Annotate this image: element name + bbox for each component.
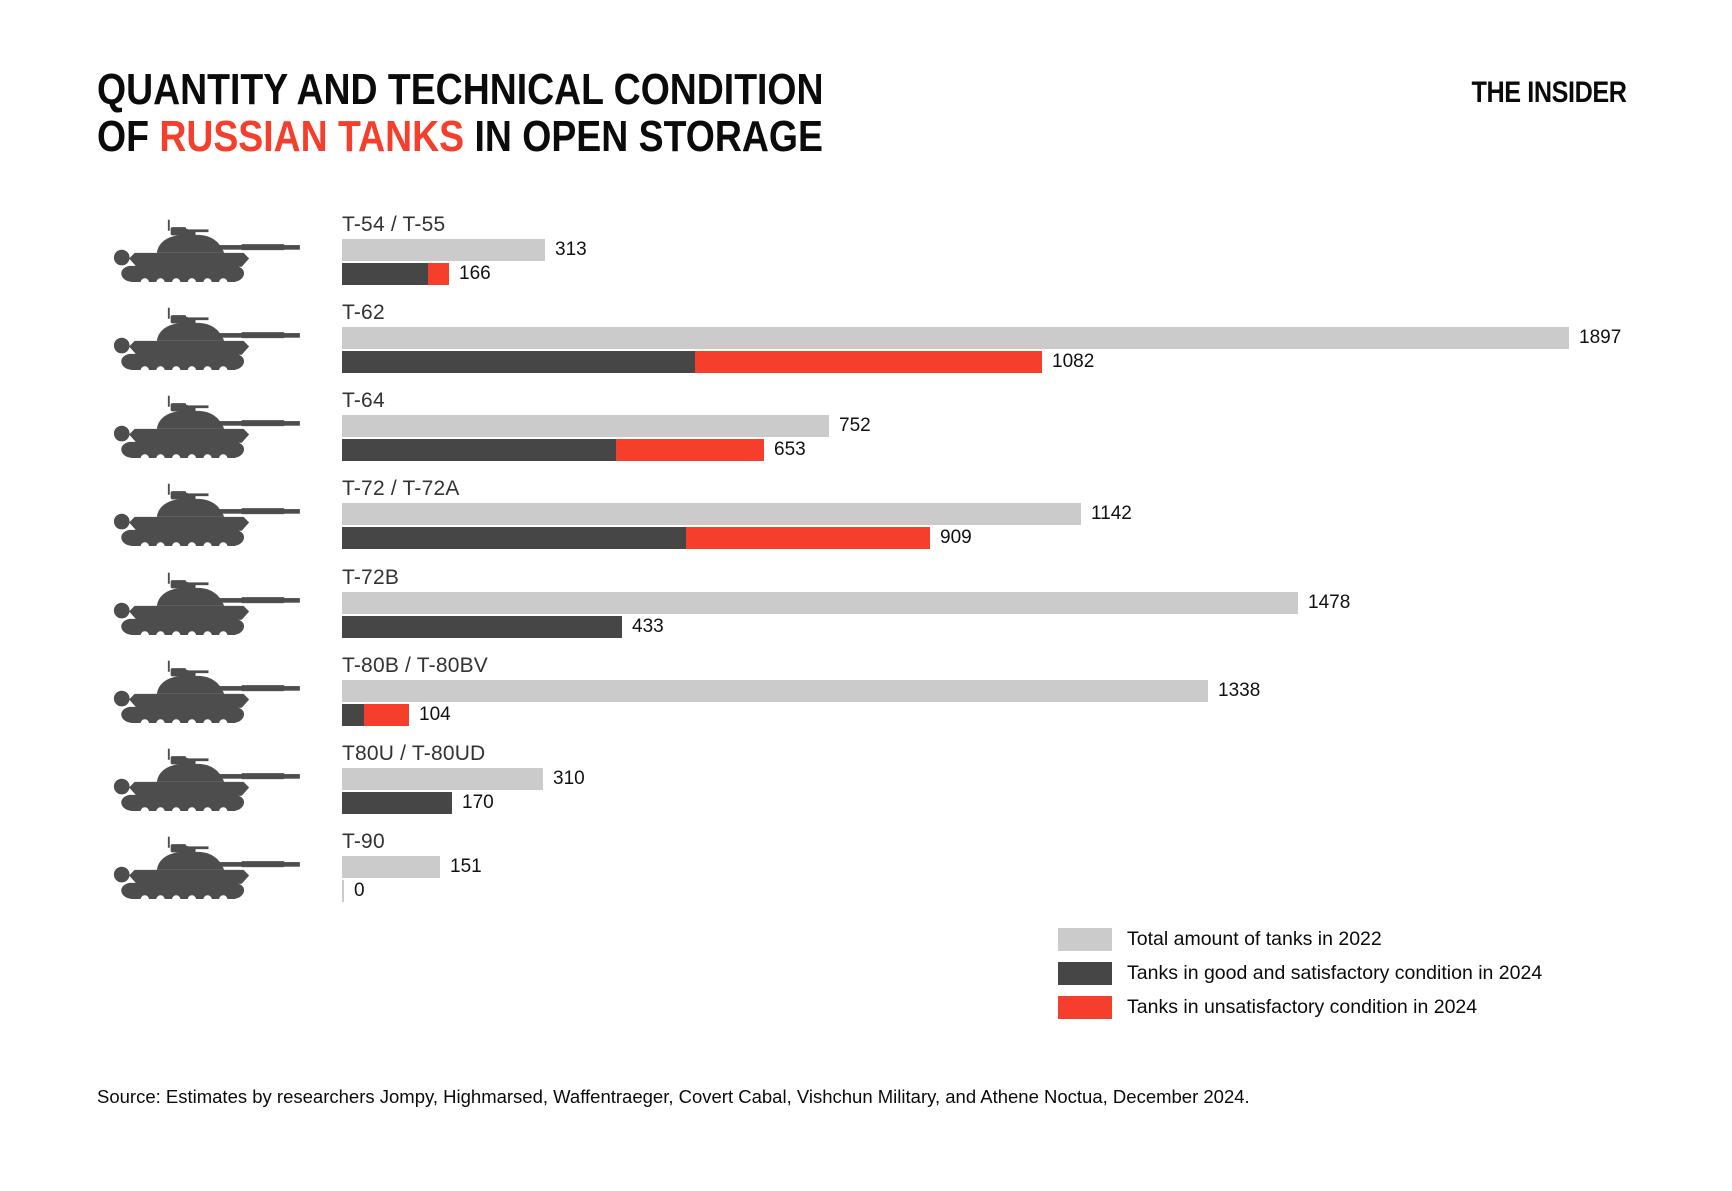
chart-row-t-90: T-90 151 0	[0, 830, 1732, 906]
bar-value-2022: 1338	[1218, 680, 1261, 701]
chart-row-t-80b-t-80bv: T-80B / T-80BV 1338 104	[0, 654, 1732, 730]
bar-value-2024: 0	[354, 880, 365, 901]
tank-icon-t-54-t-55	[95, 216, 310, 288]
legend-swatch-red	[1058, 996, 1112, 1019]
bar-good-2024	[342, 351, 695, 373]
tank-name-label: T80U / T-80UD	[342, 742, 486, 765]
bar-total-2022	[342, 239, 545, 261]
bar-value-2024: 170	[462, 792, 494, 813]
bar-value-2022: 1142	[1091, 503, 1132, 524]
bar-total-2022	[342, 680, 1208, 702]
chart-row-t-64: T-64 752 653	[0, 389, 1732, 465]
tank-icon-t-80b-t-80bv	[95, 657, 310, 729]
bar-value-2024: 433	[632, 616, 664, 637]
tank-icon-t-90	[95, 833, 310, 905]
tank-icon-t-62	[95, 304, 310, 376]
bar-total-2022	[342, 592, 1298, 614]
bar-value-2022: 151	[450, 856, 482, 877]
legend-item-good-2024: Tanks in good and satisfactory condition…	[1058, 962, 1542, 985]
bar-value-2024: 166	[459, 263, 491, 284]
title-highlight: RUSSIAN TANKS	[159, 112, 465, 161]
tank-name-label: T-54 / T-55	[342, 213, 446, 236]
tank-name-label: T-72B	[342, 566, 400, 589]
tank-icon-t-64	[95, 392, 310, 464]
bar-value-2022: 1478	[1308, 592, 1351, 613]
the-insider-logo: THE INSIDER	[1471, 76, 1627, 109]
chart-legend: Total amount of tanks in 2022 Tanks in g…	[1058, 928, 1542, 1030]
title-line-2: OF RUSSIAN TANKS IN OPEN STORAGE	[97, 112, 823, 161]
bar-total-2022	[342, 503, 1081, 525]
bar-value-2024: 1082	[1052, 351, 1095, 372]
bar-value-2022: 313	[555, 239, 587, 260]
chart-row-t80u-t-80ud: T80U / T-80UD 310 170	[0, 742, 1732, 818]
legend-swatch-gray	[1058, 928, 1112, 951]
bar-value-2022: 752	[839, 415, 871, 436]
bar-value-2022: 310	[553, 768, 585, 789]
bar-total-2022	[342, 768, 543, 790]
bar-good-2024	[342, 439, 616, 461]
tank-name-label: T-80B / T-80BV	[342, 654, 488, 677]
bar-zero-2024	[342, 880, 344, 902]
tank-name-label: T-62	[342, 301, 385, 324]
chart-row-t-72-t-72a: T-72 / T-72A 1142 909	[0, 477, 1732, 553]
bar-total-2022	[342, 327, 1569, 349]
bar-bad-2024	[695, 351, 1042, 373]
bar-good-2024	[342, 792, 452, 814]
legend-label: Tanks in unsatisfactory condition in 202…	[1127, 996, 1478, 1018]
legend-item-total-2022: Total amount of tanks in 2022	[1058, 928, 1542, 951]
bar-bad-2024	[364, 704, 409, 726]
bar-good-2024	[342, 527, 686, 549]
source-note: Source: Estimates by researchers Jompy, …	[97, 1086, 1250, 1107]
title-line-1: QUANTITY AND TECHNICAL CONDITION	[97, 65, 824, 114]
bar-bad-2024	[686, 527, 930, 549]
bar-total-2022	[342, 856, 440, 878]
page-title: QUANTITY AND TECHNICAL CONDITION OF RUSS…	[97, 66, 824, 160]
bar-bad-2024	[428, 263, 449, 285]
legend-label: Tanks in good and satisfactory condition…	[1127, 962, 1543, 984]
bar-value-2022: 1897	[1579, 327, 1622, 348]
legend-item-bad-2024: Tanks in unsatisfactory condition in 202…	[1058, 996, 1542, 1019]
bar-bad-2024	[616, 439, 764, 461]
chart-row-t-62: T-62 1897 1082	[0, 301, 1732, 377]
bar-value-2024: 909	[940, 527, 972, 548]
legend-swatch-dark	[1058, 962, 1112, 985]
tank-name-label: T-64	[342, 389, 385, 412]
legend-label: Total amount of tanks in 2022	[1127, 928, 1382, 950]
bar-value-2024: 653	[774, 439, 806, 460]
tank-icon-t-72-t-72a	[95, 480, 310, 552]
tank-icon-t80u-t-80ud	[95, 745, 310, 817]
bar-good-2024	[342, 616, 622, 638]
tank-name-label: T-72 / T-72A	[342, 477, 460, 500]
chart-row-t-54-t-55: T-54 / T-55 313 166	[0, 213, 1732, 289]
bar-value-2024: 104	[419, 704, 451, 725]
bar-good-2024	[342, 263, 428, 285]
tank-icon-t-72b	[95, 569, 310, 641]
bar-good-2024	[342, 704, 364, 726]
bar-total-2022	[342, 415, 829, 437]
chart-row-t-72b: T-72B 1478 433	[0, 566, 1732, 642]
tank-name-label: T-90	[342, 830, 385, 853]
